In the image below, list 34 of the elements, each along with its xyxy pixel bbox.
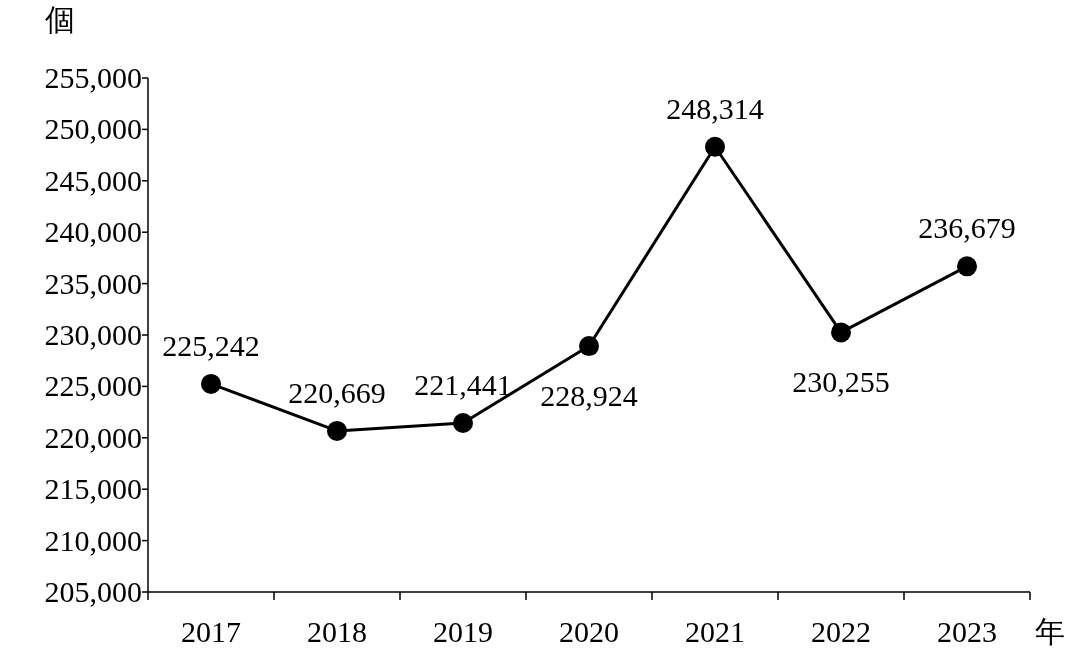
x-tick-label: 2022 (811, 615, 871, 648)
x-tick-label: 2019 (433, 615, 493, 648)
point (201, 373, 221, 394)
point (957, 256, 977, 277)
data-label: 225,242 (162, 328, 260, 362)
data-label: 228,924 (540, 379, 638, 413)
y-tick-label: 230,000 (44, 318, 142, 351)
y-tick-label: 215,000 (44, 472, 142, 506)
y-tick-label: 240,000 (44, 215, 142, 249)
data-label: 248,314 (666, 91, 764, 125)
y-tick-label: 210,000 (44, 523, 142, 557)
data-label: 230,255 (792, 365, 890, 399)
point (831, 322, 851, 343)
x-tick-label: 2023 (937, 615, 997, 648)
y-tick-label: 255,000 (44, 61, 142, 94)
y-tick-label: 250,000 (44, 112, 142, 146)
y-tick-label: 245,000 (44, 163, 142, 197)
y-tick-label: 205,000 (44, 575, 142, 608)
data-label: 220,669 (288, 375, 386, 409)
x-tick-label: 2020 (559, 615, 619, 648)
y-axis-title: 個 (45, 3, 75, 36)
point (453, 412, 473, 433)
x-tick-label: 2017 (181, 615, 241, 648)
y-tick-label: 225,000 (44, 369, 142, 403)
point (705, 136, 725, 157)
y-tick-label: 220,000 (44, 420, 142, 454)
x-tick-label: 2021 (685, 615, 745, 648)
point (579, 336, 599, 357)
point (327, 420, 347, 441)
x-tick-label: 2018 (307, 615, 367, 648)
data-label: 236,679 (918, 211, 1016, 245)
data-label: 221,441 (414, 367, 512, 401)
y-tick-label: 235,000 (44, 266, 142, 300)
x-axis-title: 年 (1035, 615, 1065, 648)
